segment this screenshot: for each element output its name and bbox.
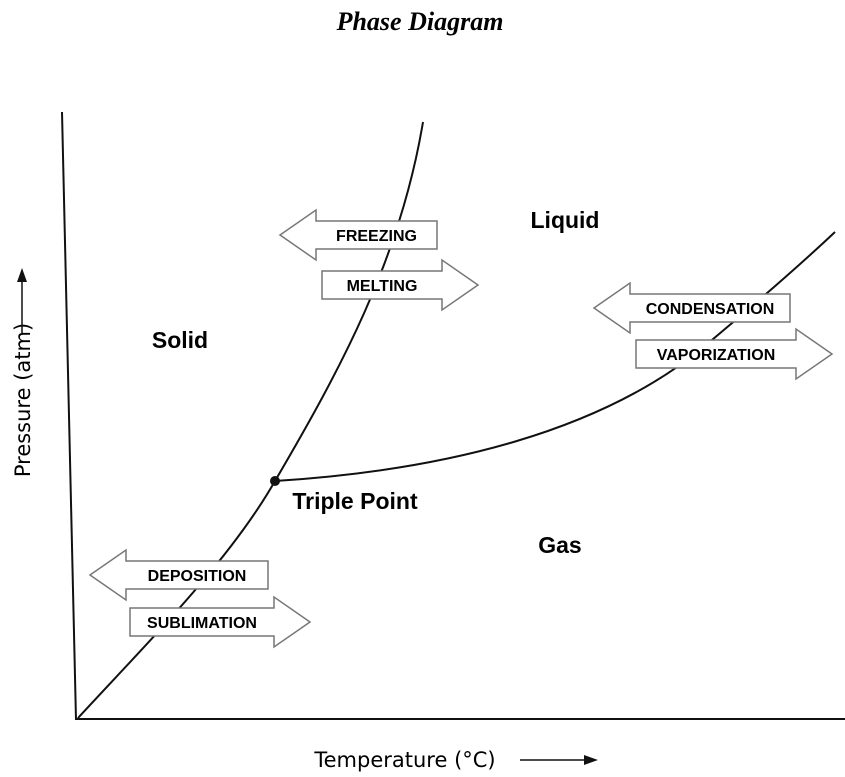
transition-arrow bbox=[321, 258, 480, 312]
region-label: Solid bbox=[152, 327, 208, 353]
triple-point-dot bbox=[270, 476, 280, 486]
transition-arrow bbox=[88, 548, 269, 602]
y-axis-label: Pressure (atm) bbox=[11, 323, 35, 477]
transition-label: CONDENSATION bbox=[646, 301, 775, 318]
y-axis bbox=[61, 111, 77, 721]
transition-label: VAPORIZATION bbox=[657, 347, 776, 364]
transition-arrow bbox=[278, 208, 438, 262]
liquid-gas-curve bbox=[274, 231, 836, 482]
transition-label: DEPOSITION bbox=[148, 568, 247, 585]
transition-arrow bbox=[592, 281, 791, 335]
y-arrow bbox=[17, 268, 27, 335]
x-arrow bbox=[520, 755, 598, 765]
region-label: Gas bbox=[538, 532, 581, 558]
transition-arrow bbox=[635, 327, 834, 381]
x-axis-label: Temperature (°C) bbox=[313, 748, 495, 772]
triple-point-label: Triple Point bbox=[292, 488, 418, 514]
transition-label: SUBLIMATION bbox=[147, 615, 257, 632]
transition-label: FREEZING bbox=[336, 228, 417, 245]
transition-arrow bbox=[129, 595, 312, 649]
transition-label: MELTING bbox=[347, 278, 418, 295]
title: Phase Diagram bbox=[336, 7, 504, 36]
region-label: Liquid bbox=[531, 207, 600, 233]
